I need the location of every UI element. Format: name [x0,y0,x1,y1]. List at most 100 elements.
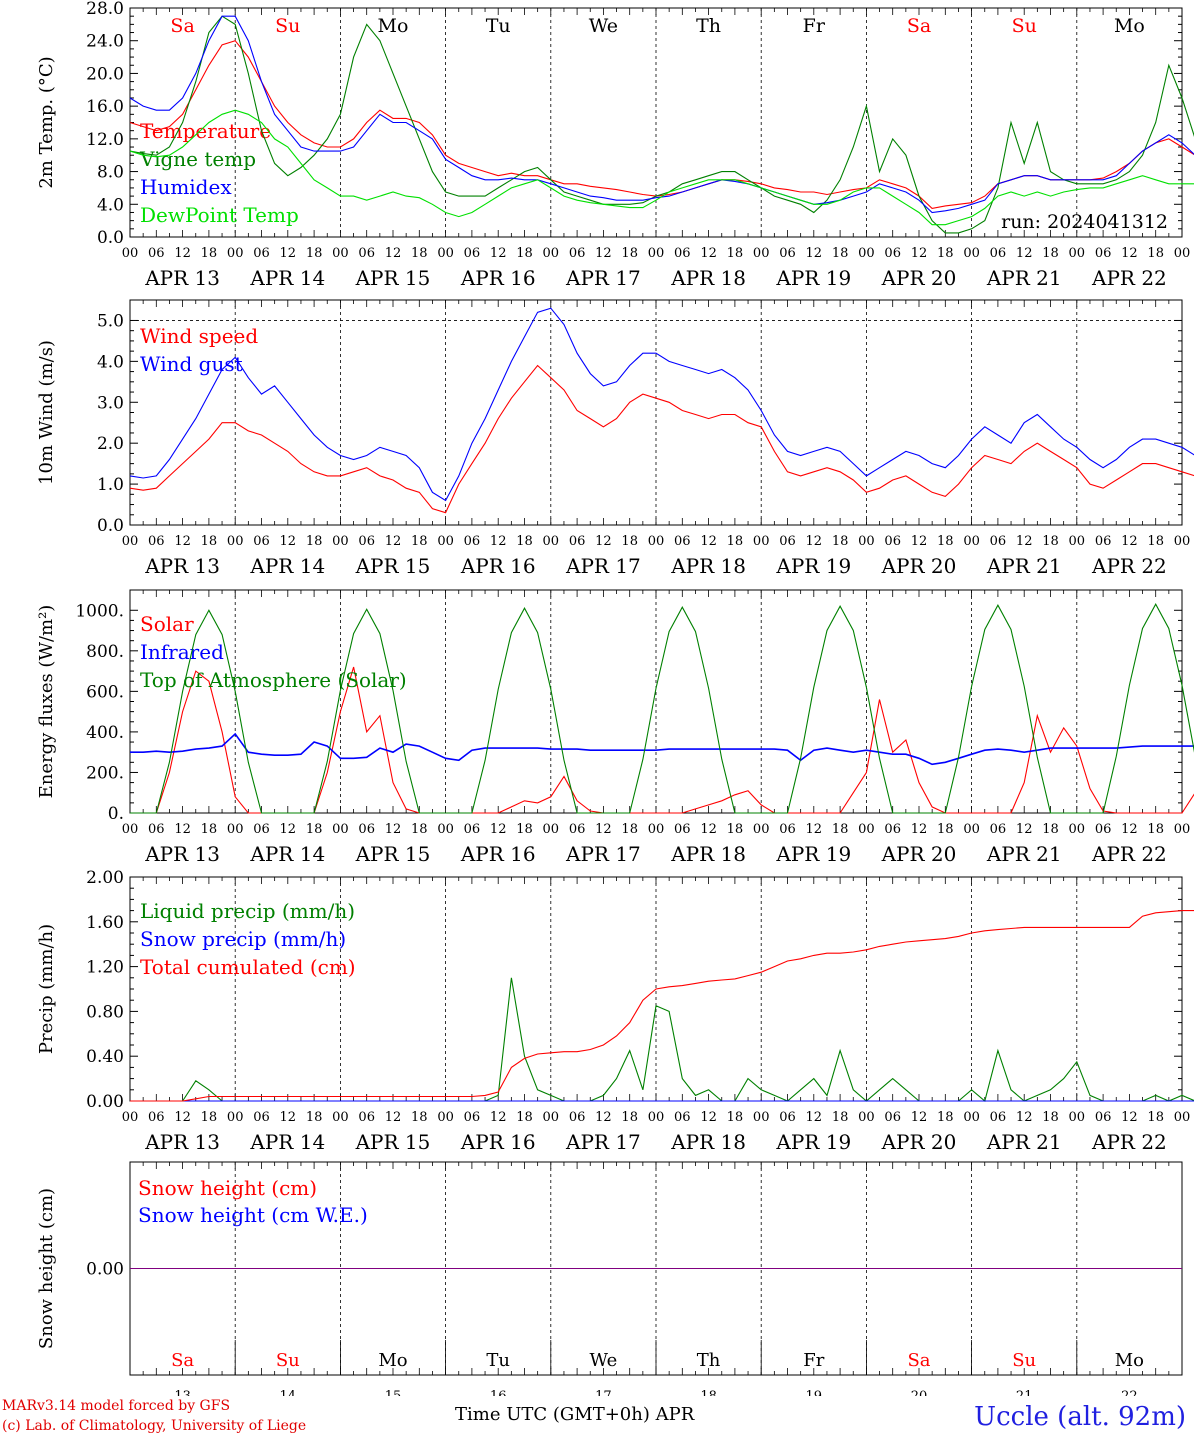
day-label: APR 13 [144,842,220,866]
hour-label: 12 [1016,534,1033,549]
hour-label: 00 [753,822,770,837]
hour-label: 00 [437,246,454,261]
day-label: APR 22 [1091,554,1167,578]
day-number: 13 [174,1389,191,1396]
hour-label: 00 [1174,534,1191,549]
day-of-week: Tu [486,1350,510,1371]
hour-label: 18 [1042,246,1059,261]
day-label: APR 15 [355,842,431,866]
hour-label: 06 [779,246,796,261]
hour-label: 12 [1016,822,1033,837]
legend-entry: Snow height (cm) [138,1176,317,1200]
day-label: APR 19 [775,842,851,866]
day-number: 20 [911,1389,928,1396]
day-label: APR 20 [881,266,957,290]
day-number: 17 [595,1389,612,1396]
hour-label: 18 [516,534,533,549]
hour-label: 18 [832,822,849,837]
hour-label: 00 [227,534,244,549]
station-name: Uccle (alt. 92m) [974,1402,1186,1432]
hour-label: 00 [543,246,560,261]
day-of-week: Su [275,15,300,37]
hour-label: 06 [990,822,1007,837]
hour-label: 12 [174,822,191,837]
y-tick-label: 24.0 [86,32,124,52]
series-line-infrared [130,732,1194,766]
day-number: 16 [490,1389,507,1396]
series-line-wind-speed [129,364,1194,514]
day-of-week: Mo [1115,1350,1144,1371]
day-of-week: Th [697,1350,721,1371]
hour-label: 18 [621,822,638,837]
hour-label: 00 [1069,534,1086,549]
hour-label: 18 [1147,822,1164,837]
hour-label: 12 [1016,1110,1033,1125]
day-label: APR 22 [1091,1130,1167,1154]
hour-label: 06 [253,246,270,261]
hour-label: 06 [884,534,901,549]
day-number: 21 [1016,1389,1033,1396]
hour-label: 00 [1174,246,1191,261]
hour-label: 18 [516,246,533,261]
hour-label: 00 [648,822,665,837]
hour-label: 00 [963,822,980,837]
day-label: APR 14 [249,554,325,578]
hour-label: 06 [148,822,165,837]
hour-label: 06 [674,1110,691,1125]
day-of-week: Fr [803,15,826,37]
hour-label: 12 [911,822,928,837]
legend-entry: Snow height (cm W.E.) [138,1203,368,1227]
hour-label: 12 [385,1110,402,1125]
y-axis-title: Energy fluxes (W/m²) [36,605,57,799]
hour-label: 12 [490,534,507,549]
hour-label: 12 [911,246,928,261]
day-number: 19 [806,1389,823,1396]
y-tick-label: 0.40 [86,1047,124,1067]
hour-label: 12 [385,534,402,549]
hour-label: 06 [674,246,691,261]
day-label: APR 17 [565,554,641,578]
legend-entry: Infrared [140,640,224,664]
series-line-solar [130,666,1194,814]
legend-entry: Solar [140,612,194,636]
hour-label: 18 [1042,534,1059,549]
hour-label: 00 [963,1110,980,1125]
hour-label: 06 [253,534,270,549]
hour-label: 18 [201,1110,218,1125]
hour-label: 06 [1095,1110,1112,1125]
hour-label: 00 [858,1110,875,1125]
hour-label: 18 [516,822,533,837]
day-label: APR 20 [881,842,957,866]
day-label: APR 19 [775,554,851,578]
y-tick-label: 1.20 [86,958,124,978]
legend-entry: DewPoint Temp [140,203,299,227]
hour-label: 12 [174,1110,191,1125]
y-tick-label: 0.0 [97,516,124,536]
day-label: APR 21 [986,842,1062,866]
day-label: APR 16 [460,842,536,866]
y-tick-label: 1000. [75,601,124,621]
lab-credit: (c) Lab. of Climatology, University of L… [2,1418,307,1434]
day-number: 14 [280,1389,297,1396]
hour-label: 18 [411,1110,428,1125]
day-label: APR 19 [775,1130,851,1154]
day-label: APR 18 [670,842,746,866]
day-of-week: We [590,1350,618,1371]
hour-label: 06 [990,246,1007,261]
y-tick-label: 2.0 [97,434,124,454]
hour-label: 18 [516,1110,533,1125]
hour-label: 12 [700,246,717,261]
day-label: APR 16 [460,554,536,578]
hour-label: 00 [1069,1110,1086,1125]
hour-label: 18 [1147,1110,1164,1125]
hour-label: 06 [358,822,375,837]
hour-label: 06 [464,246,481,261]
day-of-week: Th [696,15,721,37]
day-label: APR 19 [775,266,851,290]
hour-label: 12 [280,1110,297,1125]
hour-label: 12 [700,1110,717,1125]
run-annotation: run: 2024041312 [1001,211,1168,233]
legend-entry: Snow precip (mm/h) [140,927,346,951]
legend-entry: Humidex [140,175,232,199]
hour-label: 00 [437,534,454,549]
